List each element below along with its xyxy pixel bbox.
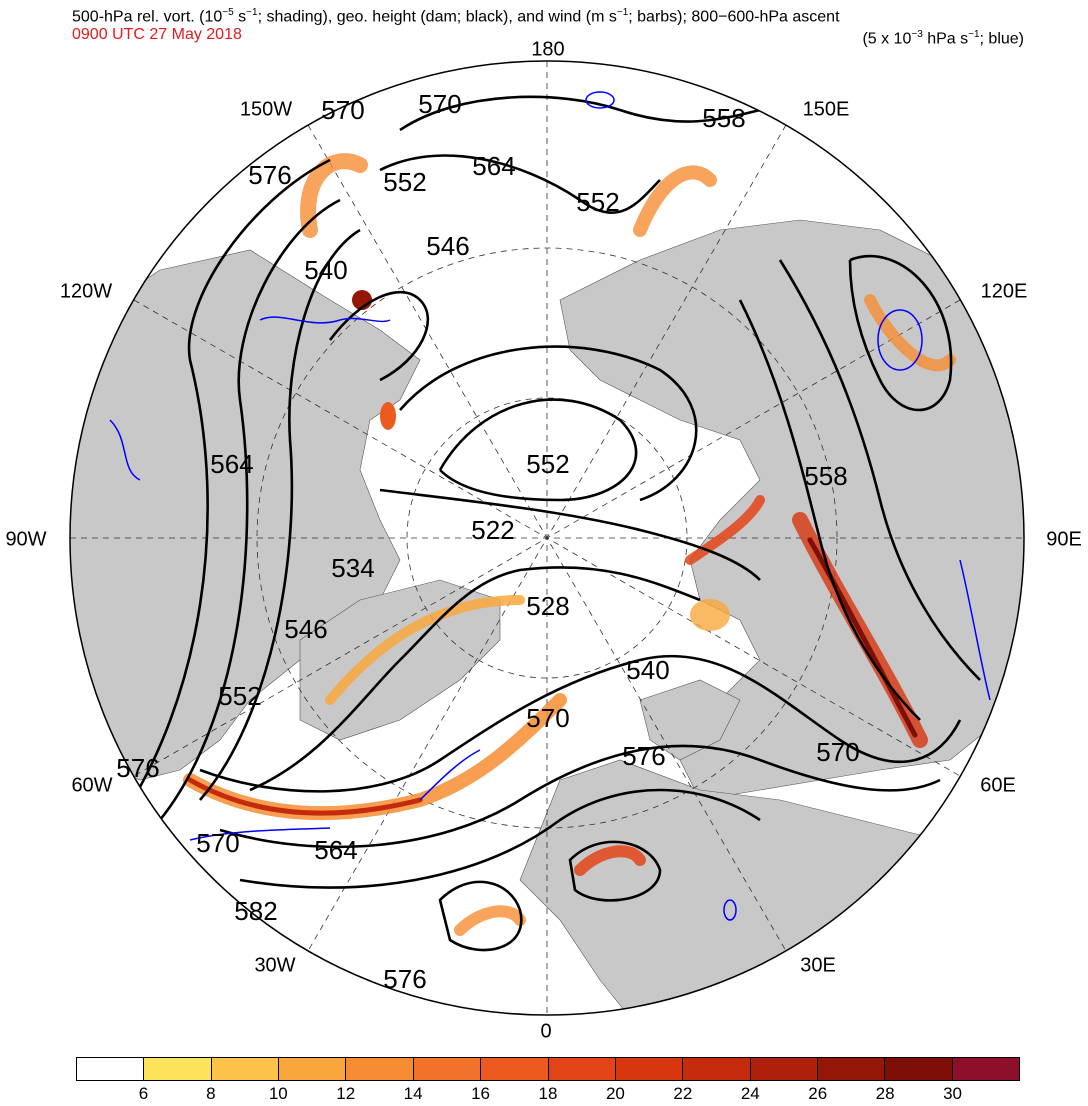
colorbar-swatch	[211, 1058, 280, 1080]
land-north-america	[70, 249, 421, 781]
ascent-units: (5 x 10−3 hPa s−1; blue)	[862, 29, 1024, 48]
vorticity-max	[690, 599, 730, 631]
colorbar-swatch	[615, 1058, 684, 1080]
vorticity-shading	[183, 153, 956, 936]
lon-label: 180	[531, 38, 564, 60]
height-label: 576	[116, 753, 159, 783]
height-label: 528	[526, 591, 569, 621]
colorbar-swatch	[548, 1058, 616, 1080]
colorbar-swatch	[683, 1058, 751, 1080]
height-label: 546	[426, 231, 469, 261]
height-label: 552	[526, 449, 569, 479]
height-label: 576	[248, 160, 291, 190]
colorbar-label: 14	[403, 1084, 423, 1103]
height-label: 552	[576, 187, 619, 217]
colorbar-swatch	[817, 1058, 886, 1080]
height-label: 546	[284, 614, 327, 644]
height-label: 552	[383, 167, 426, 197]
vorticity-colorbar	[76, 1057, 1020, 1081]
lon-label: 120E	[981, 280, 1028, 302]
lon-label: 60W	[71, 774, 112, 796]
colorbar-swatch	[279, 1058, 347, 1080]
colorbar-label: 22	[673, 1084, 693, 1103]
height-label: 564	[472, 151, 515, 181]
lon-label: 90E	[1046, 528, 1082, 550]
lon-label: 30W	[254, 954, 295, 976]
colorbar-label: 28	[875, 1084, 895, 1103]
colorbar-label: 18	[538, 1084, 558, 1103]
colorbar-label: 12	[336, 1084, 356, 1103]
height-label: 552	[218, 681, 261, 711]
height-contours	[118, 95, 981, 952]
colorbar-label: 8	[206, 1084, 216, 1103]
height-labels: 570 570 564 558 576 552 552 546 540 564 …	[116, 89, 859, 994]
colorbar-label: 26	[808, 1084, 828, 1103]
height-label: 570	[816, 737, 859, 767]
longitude-labels: 180 150E 120E 90E 60E 30E 0 30W 60W 90W …	[5, 38, 1081, 1042]
height-label: 540	[626, 655, 669, 685]
height-label: 522	[471, 515, 514, 545]
map-title: 500-hPa rel. vort. (10−5 s−1; shading), …	[72, 7, 840, 26]
height-label: 570	[321, 95, 364, 125]
vorticity-max	[380, 402, 396, 430]
colorbar-label: 16	[471, 1084, 491, 1103]
colorbar-swatch	[346, 1058, 414, 1080]
ascent-contours	[109, 91, 991, 921]
height-label: 576	[622, 741, 665, 771]
height-label: 576	[383, 964, 426, 994]
height-label: 558	[702, 103, 745, 133]
colorbar-label: 20	[605, 1084, 625, 1103]
colorbar-label: 6	[138, 1084, 149, 1103]
height-label: 564	[210, 449, 253, 479]
height-label: 570	[418, 89, 461, 119]
lon-label: 0	[540, 1020, 551, 1042]
colorbar-label: 10	[268, 1084, 288, 1103]
land-scandinavia	[639, 679, 741, 761]
valid-time: 0900 UTC 27 May 2018	[72, 26, 242, 43]
height-label: 564	[314, 835, 357, 865]
colorbar-swatch	[77, 1058, 145, 1080]
height-label: 570	[196, 828, 239, 858]
lon-label: 90W	[5, 528, 46, 550]
colorbar-swatch	[750, 1058, 818, 1080]
height-label: 540	[304, 255, 347, 285]
colorbar-swatch	[144, 1058, 212, 1080]
colorbar-swatch	[952, 1058, 1020, 1080]
height-label: 582	[234, 896, 277, 926]
lon-label: 150W	[240, 98, 292, 120]
colorbar-swatch	[413, 1058, 482, 1080]
lon-label: 30E	[800, 954, 836, 976]
height-label: 570	[526, 703, 569, 733]
colorbar-swatch	[481, 1058, 549, 1080]
colorbar-label: 30	[943, 1084, 963, 1103]
lon-label: 60E	[980, 774, 1016, 796]
lon-label: 120W	[60, 280, 112, 302]
height-label: 534	[331, 553, 374, 583]
height-label: 558	[804, 461, 847, 491]
lon-label: 150E	[803, 98, 850, 120]
colorbar-swatch	[885, 1058, 953, 1080]
map-boundary	[69, 60, 1025, 1016]
colorbar-label: 24	[740, 1084, 760, 1103]
colorbar-labels: 6 8 10 12 14 16 18 20 22 24 26 28 30	[76, 1084, 1020, 1106]
